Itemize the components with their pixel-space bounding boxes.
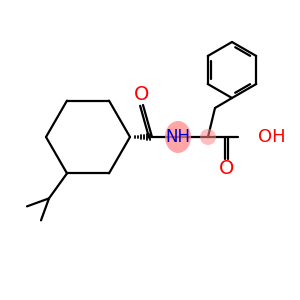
Text: OH: OH xyxy=(258,128,286,146)
Text: O: O xyxy=(219,158,235,178)
Ellipse shape xyxy=(165,121,191,153)
Text: NH: NH xyxy=(166,128,190,146)
Ellipse shape xyxy=(200,129,216,145)
Text: O: O xyxy=(134,85,150,104)
